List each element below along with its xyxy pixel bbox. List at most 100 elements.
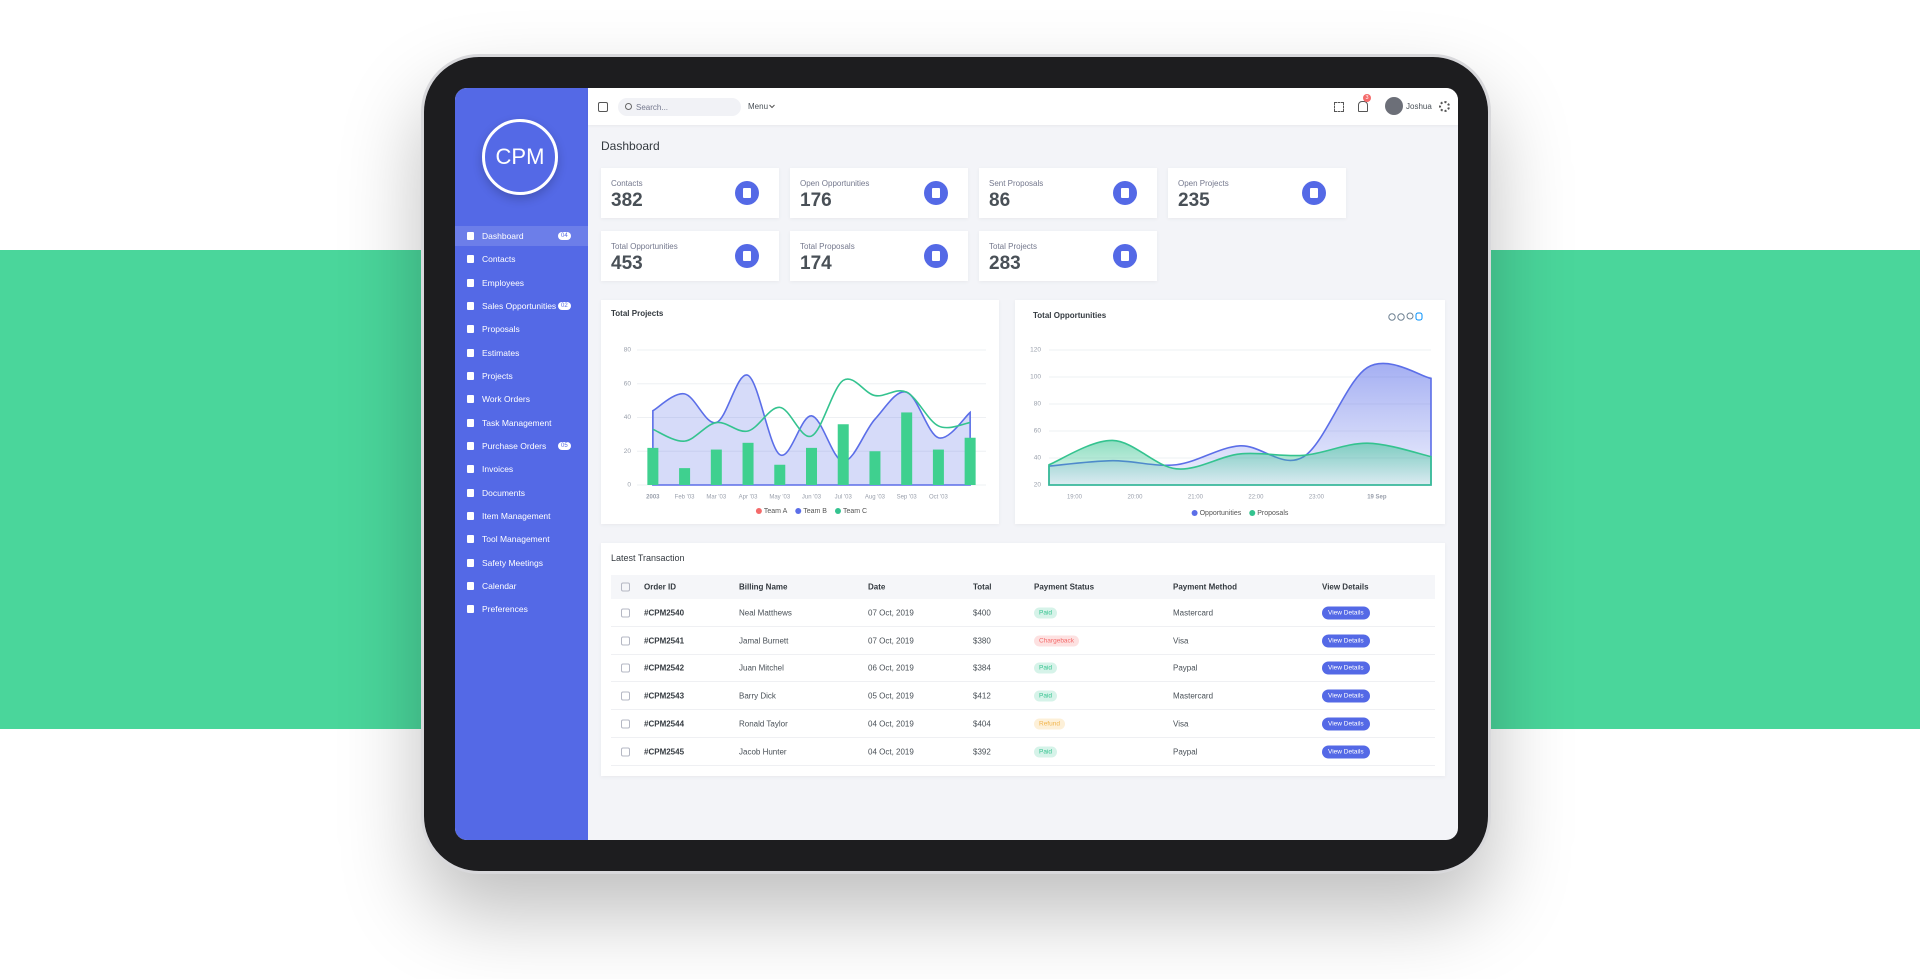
- bar: [774, 464, 786, 485]
- menu-item[interactable]: Projects: [455, 366, 588, 386]
- legend-marker: [1249, 510, 1256, 516]
- cell: 06 Oct, 2019: [868, 663, 914, 673]
- search-box[interactable]: Search...: [618, 98, 741, 116]
- stat-label: Sent Proposals: [989, 179, 1044, 188]
- x-tick-label: 19:00: [1067, 495, 1083, 501]
- avatar[interactable]: [1385, 97, 1403, 115]
- y-tick-label: 80: [1034, 401, 1042, 408]
- row-checkbox[interactable]: [621, 747, 630, 756]
- view-details-button[interactable]: View Details: [1322, 745, 1370, 758]
- stat-card: Open Opportunities 176: [790, 168, 968, 218]
- stat-icon: [924, 244, 948, 268]
- menu-item[interactable]: Task Management: [455, 413, 588, 433]
- x-tick-label: Sep '03: [897, 495, 918, 501]
- legend: Team A Team B Team C: [755, 508, 867, 515]
- cell: Ronald Taylor: [739, 719, 788, 729]
- stat-icon: [924, 181, 948, 205]
- transactions-card: Latest Transaction Order ID Billing Name D…: [601, 543, 1445, 776]
- view-details-button[interactable]: View Details: [1322, 634, 1370, 648]
- stat-value: 283: [989, 253, 1021, 274]
- x-tick-label: 2003: [646, 495, 660, 501]
- menu-label: Task Management: [482, 417, 552, 428]
- y-tick-label: 60: [1034, 428, 1042, 435]
- y-tick-label: 100: [1030, 374, 1041, 381]
- menu-button[interactable]: Menu: [748, 102, 769, 111]
- menu-icon: [467, 582, 474, 591]
- menu-item[interactable]: Invoices: [455, 459, 588, 479]
- status-badge: Refund: [1034, 718, 1065, 730]
- menu-item[interactable]: Tool Management: [455, 529, 588, 549]
- bar: [742, 442, 754, 485]
- icon-glyph: [932, 251, 940, 261]
- row-checkbox[interactable]: [621, 719, 630, 729]
- toggle-icon[interactable]: [598, 102, 608, 112]
- menu-icon: [467, 418, 474, 427]
- order-id: #CPM2541: [644, 636, 685, 646]
- x-tick-label: 22:00: [1248, 495, 1264, 501]
- view-details-button[interactable]: View Details: [1322, 606, 1370, 620]
- cell: 04 Oct, 2019: [868, 747, 914, 756]
- status-badge: Chargeback: [1034, 635, 1080, 647]
- table-title: Latest Transaction: [611, 553, 685, 563]
- stat-value: 382: [611, 190, 643, 211]
- settings-icon[interactable]: [1439, 101, 1450, 112]
- menu-item[interactable]: Proposals: [455, 319, 588, 339]
- menu-item[interactable]: Preferences: [455, 599, 588, 619]
- bar: [710, 449, 722, 485]
- menu-icon: [467, 465, 474, 474]
- x-tick-label: Oct '03: [929, 495, 948, 501]
- menu-item[interactable]: Dashboard 04: [455, 226, 588, 246]
- stat-value: 176: [800, 190, 832, 211]
- status-badge: Paid: [1034, 607, 1058, 619]
- area: [1048, 439, 1432, 486]
- zoom-in-icon[interactable]: [1388, 313, 1396, 321]
- menu-item[interactable]: Contacts: [455, 249, 588, 269]
- bell-icon[interactable]: [1358, 101, 1368, 112]
- stat-label: Total Projects: [989, 242, 1038, 251]
- menu-item[interactable]: Documents: [455, 483, 588, 503]
- chart-card: Total Opportunities 20 40 60 80 100 120 19:00 20…: [1015, 300, 1445, 524]
- cell: $392: [973, 747, 991, 756]
- view-details-button[interactable]: View Details: [1322, 661, 1370, 675]
- view-details-button[interactable]: View Details: [1322, 689, 1370, 703]
- row-checkbox[interactable]: [621, 663, 630, 673]
- fullscreen-icon[interactable]: [1334, 102, 1344, 112]
- stat-label: Open Projects: [1178, 179, 1229, 188]
- stat-icon: [1113, 181, 1137, 205]
- stat-label: Contacts: [611, 179, 643, 188]
- cell: $404: [973, 719, 991, 729]
- menu-item[interactable]: Sales Opportunities 02: [455, 296, 588, 316]
- legend: Opportunities Proposals: [1191, 510, 1289, 517]
- row-checkbox[interactable]: [621, 608, 630, 618]
- view-details-button[interactable]: View Details: [1322, 717, 1370, 731]
- chart-title: Total Projects: [611, 309, 664, 318]
- user-name[interactable]: Joshua: [1406, 102, 1432, 111]
- zoom-out-icon[interactable]: [1397, 313, 1405, 321]
- menu-item[interactable]: Calendar: [455, 576, 588, 596]
- row-divider: [611, 764, 1435, 766]
- menu-item[interactable]: Estimates: [455, 343, 588, 363]
- row-checkbox[interactable]: [621, 636, 630, 646]
- stat-icon: [735, 181, 759, 205]
- stat-card: Total Projects 283: [979, 231, 1157, 281]
- bar: [869, 451, 881, 485]
- menu-badge: 02: [558, 302, 571, 311]
- menu-item[interactable]: Employees: [455, 273, 588, 293]
- menu-item[interactable]: Purchase Orders 05: [455, 436, 588, 456]
- cell: Visa: [1173, 636, 1189, 646]
- menu-item[interactable]: Work Orders: [455, 389, 588, 409]
- header-checkbox[interactable]: [621, 582, 630, 592]
- order-id: #CPM2543: [644, 691, 685, 701]
- row-checkbox[interactable]: [621, 691, 630, 701]
- logo[interactable]: CPM: [482, 119, 558, 195]
- pan-icon[interactable]: [1415, 312, 1423, 321]
- row-divider: [611, 709, 1435, 711]
- zoom-icon[interactable]: [1406, 312, 1414, 320]
- cell: Paypal: [1173, 663, 1198, 673]
- menu-item[interactable]: Safety Meetings: [455, 553, 588, 573]
- icon-glyph: [1121, 251, 1129, 261]
- line: [652, 378, 971, 442]
- menu-label: Employees: [482, 277, 525, 288]
- menu-item[interactable]: Item Management: [455, 506, 588, 526]
- cell: $380: [973, 636, 991, 646]
